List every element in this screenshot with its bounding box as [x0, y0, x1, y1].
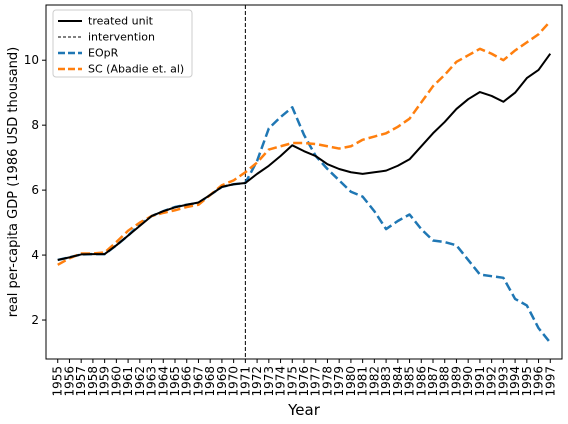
x-tick-label: 1964 — [156, 366, 170, 397]
series-layer — [57, 5, 552, 359]
x-tick-label: 1961 — [121, 366, 135, 397]
x-tick-label: 1971 — [238, 366, 252, 397]
x-axis-label: Year — [287, 401, 321, 419]
x-tick-label: 1985 — [403, 366, 417, 397]
x-tick-label: 1970 — [227, 366, 241, 397]
x-tick-label: 1975 — [285, 366, 299, 397]
x-tick-label: 1967 — [191, 366, 205, 397]
x-tick-label: 1965 — [168, 366, 182, 397]
x-tick-label: 1990 — [461, 366, 475, 397]
legend-label: intervention — [88, 31, 155, 44]
x-tick-label: 1992 — [485, 366, 499, 397]
x-tick-label: 1979 — [332, 366, 346, 397]
x-tick-label: 1968 — [203, 366, 217, 397]
x-tick-label: 1986 — [414, 366, 428, 397]
x-tick-label: 1962 — [133, 366, 147, 397]
series-line-eopr — [57, 106, 552, 344]
y-tick-label: 8 — [31, 118, 39, 132]
x-tick-label: 1994 — [508, 366, 522, 397]
y-axis: 2 4 6 8 10 — [24, 53, 46, 327]
y-tick-label: 2 — [31, 313, 39, 327]
y-tick-label: 6 — [31, 183, 39, 197]
x-tick-label: 1989 — [449, 366, 463, 397]
x-tick-label: 1969 — [215, 366, 229, 397]
x-tick-label: 1988 — [438, 366, 452, 397]
x-tick-label: 1976 — [297, 366, 311, 397]
y-tick-label: 4 — [31, 248, 39, 262]
y-axis-label: real per-capita GDP (1986 USD thousand) — [6, 47, 21, 317]
x-tick-label: 1987 — [426, 366, 440, 397]
x-tick-label: 1973 — [262, 366, 276, 397]
x-tick-label: 1991 — [473, 366, 487, 397]
x-tick-label: 1984 — [391, 366, 405, 397]
x-tick-label: 1956 — [62, 366, 76, 397]
y-tick-label: 10 — [24, 53, 39, 67]
x-tick-label: 1963 — [145, 366, 159, 397]
x-tick-label: 1959 — [98, 366, 112, 397]
x-tick-label: 1993 — [496, 366, 510, 397]
x-tick-label: 1960 — [109, 366, 123, 397]
x-tick-label: 1997 — [543, 366, 557, 397]
x-tick-label: 1972 — [250, 366, 264, 397]
x-tick-label: 1995 — [520, 366, 534, 397]
x-tick-label: 1981 — [356, 366, 370, 397]
legend-label: EOpR — [88, 47, 119, 60]
x-tick-label: 1983 — [379, 366, 393, 397]
x-axis: 1955195619571958195919601961196219631964… — [51, 359, 557, 397]
x-tick-label: 1978 — [320, 366, 334, 397]
x-tick-label: 1955 — [51, 366, 65, 397]
x-tick-label: 1974 — [274, 366, 288, 397]
x-tick-label: 1957 — [74, 366, 88, 397]
series-line-treated-unit — [57, 53, 552, 261]
series-line-sc-abadie-et-al — [57, 20, 552, 266]
legend-label: SC (Abadie et. al) — [88, 63, 184, 76]
legend-label: treated unit — [88, 15, 154, 28]
legend-box — [52, 9, 193, 78]
x-tick-label: 1958 — [86, 366, 100, 397]
legend: treated unit intervention EOpR SC (Abadie e… — [52, 9, 193, 78]
x-tick-label: 1966 — [180, 366, 194, 397]
x-tick-label: 1980 — [344, 366, 358, 397]
x-tick-label: 1977 — [309, 366, 323, 397]
x-tick-label: 1982 — [367, 366, 381, 397]
x-tick-label: 1996 — [532, 366, 546, 397]
